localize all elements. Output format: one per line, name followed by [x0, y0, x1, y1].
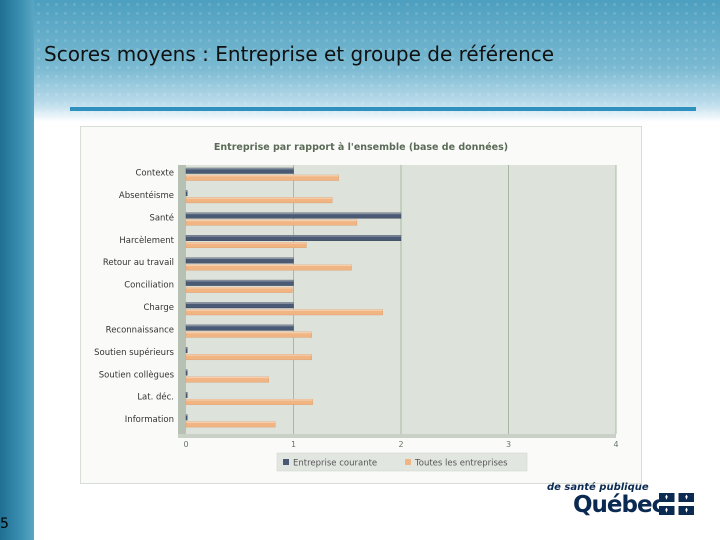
chart-container: Entreprise par rapport à l'ensemble (bas… [80, 126, 642, 484]
logo-wordmark: Québec [573, 492, 665, 518]
bar-highlight [186, 369, 188, 372]
bar-highlight [186, 212, 401, 215]
bar-highlight [186, 399, 313, 401]
fleur-de-lis-flag-icon [659, 493, 694, 515]
bar [185, 354, 312, 361]
bar-highlight [186, 190, 188, 192]
bar [185, 302, 294, 309]
page-number: 5 [0, 516, 9, 532]
bar-highlight [186, 257, 294, 260]
category-label: Reconnaissance [106, 325, 174, 335]
bar-highlight [186, 392, 188, 394]
category-label: Charge [143, 303, 174, 313]
bar-highlight [186, 242, 307, 244]
bar [185, 347, 188, 354]
bar-highlight [186, 347, 188, 349]
bar [185, 279, 294, 286]
bar-highlight [186, 197, 333, 199]
bar-highlight [186, 264, 352, 267]
bar [185, 398, 314, 405]
bar [185, 286, 293, 293]
bar [185, 190, 188, 197]
title-underline [70, 107, 696, 111]
bar-chart: Entreprise par rapport à l'ensemble (bas… [94, 142, 619, 472]
bar [185, 331, 312, 338]
bar-highlight [186, 168, 294, 170]
bar [185, 369, 188, 376]
category-label: Contexte [135, 169, 174, 179]
logo-tagline: de santé publique [547, 482, 649, 493]
bar [185, 219, 358, 226]
chart-title: Entreprise par rapport à l'ensemble (bas… [214, 142, 508, 153]
bar-highlight [186, 219, 357, 222]
bar-highlight [186, 287, 293, 289]
bar [185, 257, 294, 264]
bar-highlight [186, 331, 312, 334]
bar [185, 324, 294, 331]
legend-label: Toutes les entreprises [414, 459, 508, 469]
bar [185, 376, 269, 383]
bar-highlight [186, 235, 401, 237]
bar [185, 174, 339, 181]
bar [185, 235, 402, 241]
category-label: Retour au travail [103, 258, 174, 268]
bar-highlight [186, 302, 294, 304]
bar [185, 414, 188, 421]
x-tick-label: 0 [183, 440, 188, 449]
category-label: Soutien collègues [99, 369, 175, 380]
x-tick-label: 4 [613, 440, 618, 449]
category-label: Lat. déc. [137, 392, 174, 403]
slide-title: Scores moyens : Entreprise et groupe de … [44, 42, 555, 66]
bar-highlight [186, 280, 294, 282]
left-decorative-band [0, 0, 34, 540]
category-label: Soutien supérieurs [94, 347, 174, 358]
bar-highlight [186, 309, 383, 311]
bar [185, 264, 352, 271]
quebec-logo: de santé publique Québec [545, 482, 695, 524]
legend-swatch [405, 459, 411, 465]
x-tick-label: 1 [291, 440, 296, 449]
bar-highlight [186, 175, 339, 177]
category-label: Absentéisme [119, 190, 174, 201]
category-label: Information [125, 415, 174, 425]
bar [185, 212, 402, 219]
legend-label: Entreprise courante [293, 459, 377, 469]
bar [185, 421, 276, 428]
bar [185, 197, 333, 204]
x-tick-label: 2 [398, 440, 403, 449]
bar-highlight [186, 414, 188, 416]
bar-highlight [186, 421, 276, 423]
bar [185, 309, 383, 316]
legend-swatch [283, 459, 289, 465]
category-label: Santé [149, 212, 174, 223]
bar-highlight [186, 324, 294, 327]
bar-highlight [186, 376, 269, 379]
x-tick-label: 3 [506, 440, 511, 449]
category-label: Conciliation [124, 281, 174, 291]
header-dot-pattern [34, 0, 720, 122]
plot-left-wall [178, 165, 186, 434]
category-label: Harcèlement [119, 235, 174, 246]
bar [185, 167, 294, 174]
bar-highlight [186, 354, 312, 356]
bar [185, 391, 188, 398]
bar [185, 242, 307, 248]
plot-floor [178, 434, 616, 438]
legend-box [276, 452, 528, 472]
header-decorative-band [34, 0, 720, 122]
